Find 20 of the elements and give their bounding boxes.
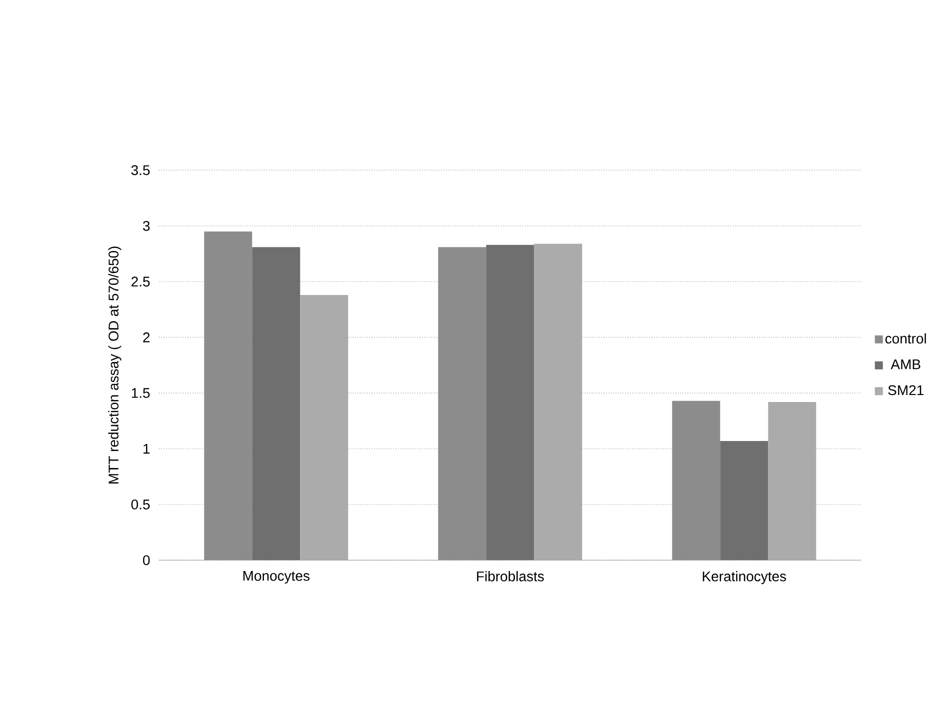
x-tick-label: Monocytes: [243, 571, 310, 584]
y-tick-label: 0: [143, 555, 150, 566]
y-tick-label: 2: [143, 332, 150, 342]
legend-label: SM21: [888, 385, 924, 396]
y-tick-label: 3: [143, 220, 150, 231]
y-tick-label: 0.5: [131, 500, 150, 510]
bar: [486, 244, 534, 560]
y-tick-label: 3.5: [131, 165, 150, 176]
legend-label: control: [885, 333, 926, 344]
bar: [768, 402, 816, 560]
bar: [720, 440, 768, 560]
legend-label: AMB: [890, 360, 920, 370]
y-axis-title: MTT reduction assay ( OD at 570/650): [108, 246, 122, 484]
y-tick-label: 1.5: [132, 388, 150, 398]
y-tick-label: 2.5: [132, 276, 150, 287]
y-tick-label: 1: [144, 444, 150, 454]
x-tick-label: Keratinocytes: [702, 571, 786, 584]
x-tick-label: Fibroblasts: [477, 571, 544, 582]
bar: [534, 244, 582, 560]
bar: [300, 294, 348, 560]
